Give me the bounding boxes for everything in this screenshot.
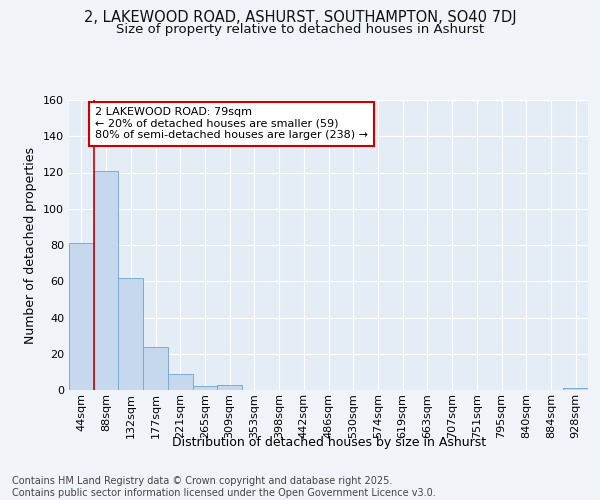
Bar (217, 384, 242, 390)
Text: Size of property relative to detached houses in Ashurst: Size of property relative to detached ho… (116, 22, 484, 36)
Bar (118, 278, 143, 390)
Text: 2 LAKEWOOD ROAD: 79sqm
← 20% of detached houses are smaller (59)
80% of semi-det: 2 LAKEWOOD ROAD: 79sqm ← 20% of detached… (95, 108, 368, 140)
Text: Distribution of detached houses by size in Ashurst: Distribution of detached houses by size … (172, 436, 486, 449)
Text: 2, LAKEWOOD ROAD, ASHURST, SOUTHAMPTON, SO40 7DJ: 2, LAKEWOOD ROAD, ASHURST, SOUTHAMPTON, … (83, 10, 517, 25)
Bar (94, 170, 118, 390)
Bar (563, 388, 588, 390)
Text: Contains HM Land Registry data © Crown copyright and database right 2025.
Contai: Contains HM Land Registry data © Crown c… (12, 476, 436, 498)
Bar (69, 243, 94, 390)
Y-axis label: Number of detached properties: Number of detached properties (25, 146, 37, 344)
Bar (143, 346, 168, 390)
Bar (168, 374, 193, 390)
Bar (193, 386, 217, 390)
